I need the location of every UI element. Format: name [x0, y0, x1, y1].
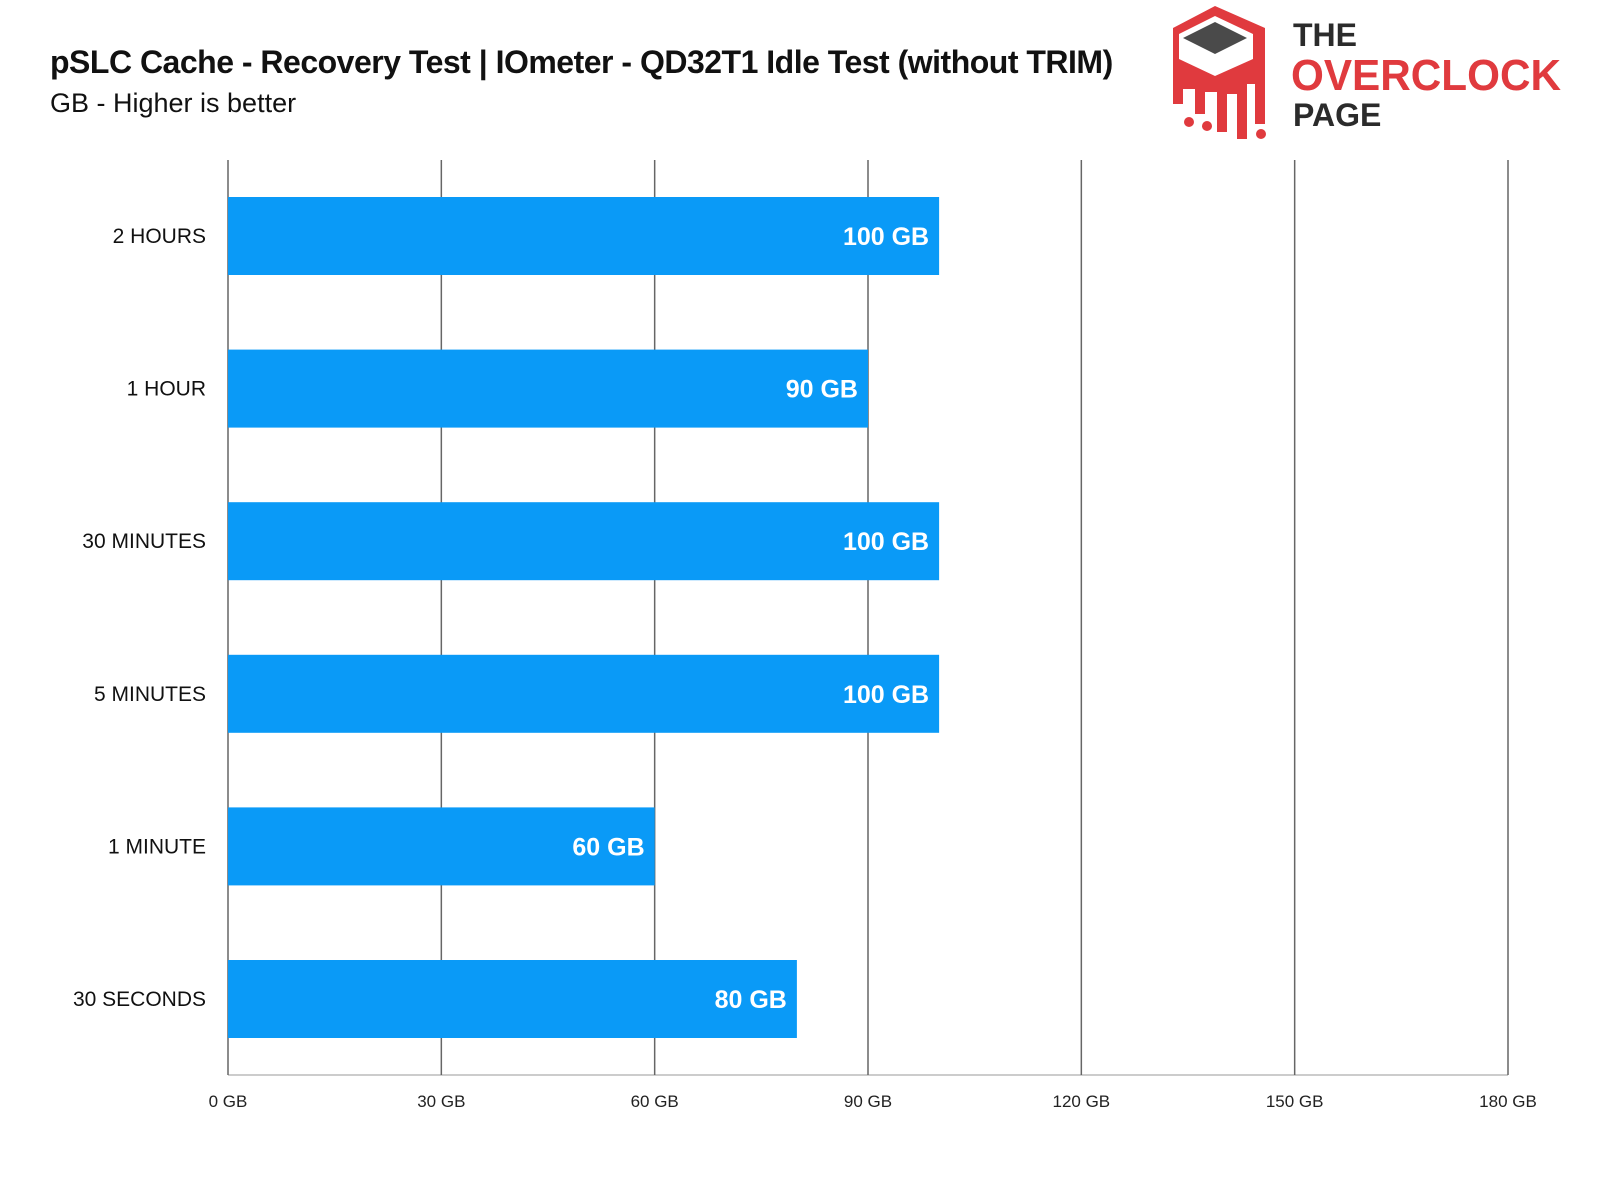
bar	[228, 349, 868, 428]
category-label: 5 MINUTES	[94, 683, 206, 706]
data-label: 100 GB	[843, 223, 929, 251]
logo-overclock: OVERCLOCK	[1291, 51, 1561, 100]
data-label: 90 GB	[786, 376, 858, 404]
cpu-drip-icon	[1173, 6, 1266, 139]
bar	[228, 197, 940, 275]
bar	[228, 807, 655, 886]
x-tick-label: 0 GB	[209, 1092, 248, 1111]
chart-title: pSLC Cache - Recovery Test | IOmeter - Q…	[50, 44, 1113, 80]
x-tick-label: 90 GB	[844, 1092, 892, 1111]
chart-subtitle: GB - Higher is better	[50, 88, 297, 118]
data-label: 80 GB	[715, 986, 787, 1014]
x-tick-label: 60 GB	[631, 1092, 679, 1111]
data-label: 100 GB	[843, 681, 929, 709]
x-tick-label: 150 GB	[1266, 1092, 1324, 1111]
data-label: 100 GB	[843, 528, 929, 556]
logo-the: THE	[1293, 17, 1357, 53]
bar	[228, 502, 940, 581]
logo-page: PAGE	[1293, 97, 1381, 133]
x-tick-label: 30 GB	[417, 1092, 465, 1111]
category-label: 1 MINUTE	[108, 835, 206, 858]
category-label: 30 SECONDS	[73, 988, 206, 1011]
x-tick-label: 180 GB	[1479, 1092, 1537, 1111]
x-tick-label: 120 GB	[1053, 1092, 1111, 1111]
category-label: 2 HOURS	[113, 225, 206, 248]
overclock-page-logo: THE OVERCLOCK PAGE	[1173, 6, 1561, 139]
category-label: 1 HOUR	[127, 378, 206, 401]
data-label: 60 GB	[572, 833, 644, 861]
bar	[228, 654, 940, 733]
category-label: 30 MINUTES	[82, 530, 206, 553]
bar	[228, 960, 797, 1038]
